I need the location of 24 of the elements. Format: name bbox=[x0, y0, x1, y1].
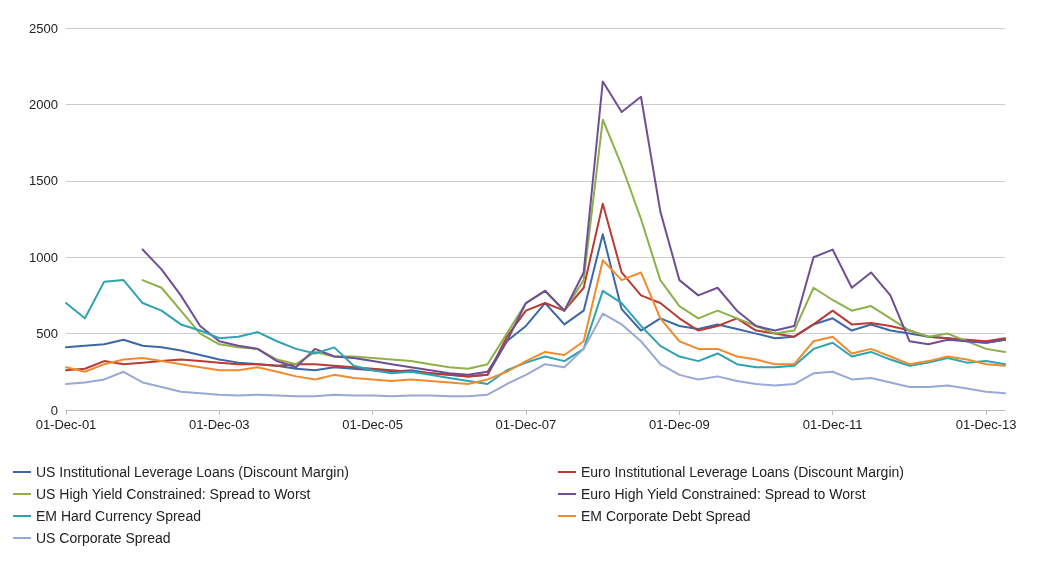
x-tick-label: 01-Dec-13 bbox=[955, 417, 1017, 432]
y-tick-label: 500 bbox=[36, 326, 58, 342]
legend-label: US Institutional Leverage Loans (Discount Margin) bbox=[36, 464, 349, 480]
y-tick-label: 2500 bbox=[29, 20, 58, 36]
x-tick-label: 01-Dec-01 bbox=[35, 417, 97, 432]
x-tick-label: 01-Dec-11 bbox=[802, 417, 863, 432]
legend-label: US Corporate Spread bbox=[36, 530, 171, 546]
x-tick-label: 01-Dec-07 bbox=[495, 417, 557, 432]
legend-label: Euro High Yield Constrained: Spread to Worst bbox=[581, 486, 866, 502]
legend-label: EM Corporate Debt Spread bbox=[581, 508, 751, 524]
x-tick-label: 01-Dec-03 bbox=[188, 417, 250, 432]
line-series bbox=[65, 259, 1006, 386]
y-tick-label: 1500 bbox=[29, 173, 58, 189]
legend-label: US High Yield Constrained: Spread to Worst bbox=[36, 486, 311, 502]
line-series bbox=[65, 279, 1006, 386]
x-tick-label: 01-Dec-05 bbox=[342, 417, 404, 432]
y-tick-label: 0 bbox=[50, 402, 58, 418]
line-series bbox=[65, 202, 1006, 378]
line-series bbox=[65, 312, 1006, 398]
x-tick-label: 01-Dec-09 bbox=[649, 417, 710, 432]
legend-label: Euro Institutional Leverage Loans (Discount Margin) bbox=[581, 464, 904, 480]
legend-label: EM Hard Currency Spread bbox=[36, 508, 201, 524]
y-tick-label: 1000 bbox=[29, 249, 58, 265]
y-tick-label: 2000 bbox=[29, 96, 58, 112]
